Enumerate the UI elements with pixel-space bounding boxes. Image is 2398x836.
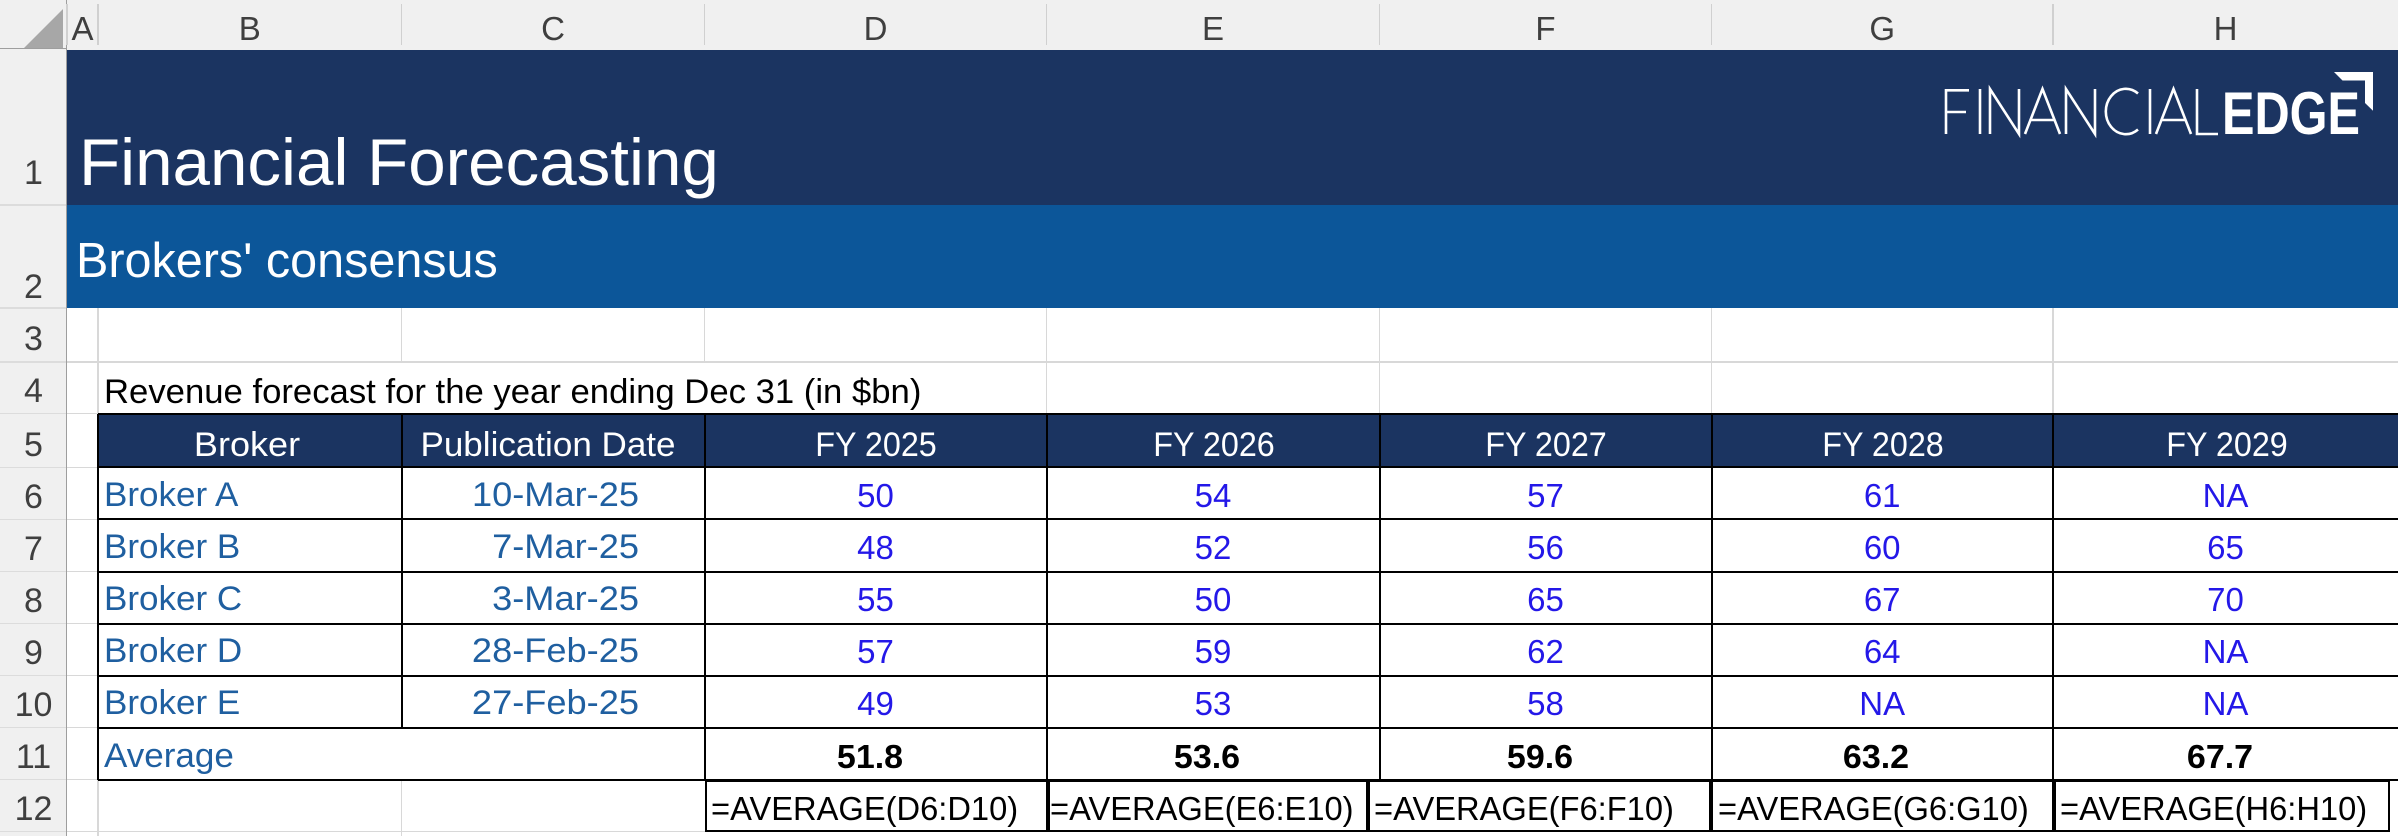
svg-text:EDGE: EDGE (2222, 80, 2360, 147)
